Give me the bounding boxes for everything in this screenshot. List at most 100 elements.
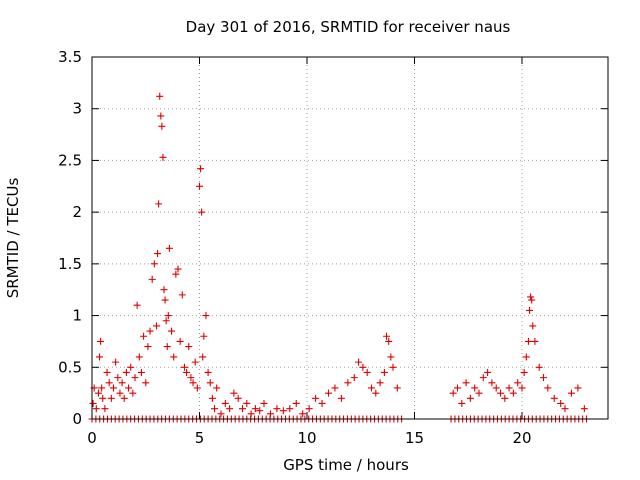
data-point: [142, 379, 150, 387]
data-point: [99, 394, 107, 402]
data-point: [292, 399, 300, 407]
data-point: [312, 394, 320, 402]
y-tick-label: 2: [72, 203, 82, 221]
data-point: [535, 363, 543, 371]
data-point: [165, 244, 173, 252]
data-point: [168, 327, 176, 335]
data-point: [129, 389, 137, 397]
data-point: [544, 384, 552, 392]
data-point: [160, 286, 168, 294]
data-point: [146, 327, 154, 335]
data-point: [122, 368, 130, 376]
data-point: [148, 275, 156, 283]
data-point: [150, 260, 158, 268]
data-point: [355, 358, 363, 366]
data-point: [234, 394, 242, 402]
data-point: [170, 353, 178, 361]
y-tick-label: 3.5: [58, 48, 82, 66]
data-point: [458, 399, 466, 407]
data-point: [153, 322, 160, 330]
data-point: [155, 200, 163, 208]
data-point: [279, 407, 287, 415]
data-point: [206, 379, 214, 387]
data-point: [211, 405, 219, 413]
data-point: [154, 250, 162, 258]
data-point: [200, 332, 208, 340]
data-point: [243, 399, 251, 407]
data-point: [337, 394, 345, 402]
data-point: [368, 384, 375, 392]
data-point: [479, 374, 487, 382]
data-point: [125, 384, 133, 392]
data-point: [133, 301, 141, 309]
data-point: [107, 394, 115, 402]
data-point: [376, 379, 384, 387]
x-tick-label: 20: [512, 429, 531, 447]
data-point: [385, 337, 393, 345]
data-point: [226, 405, 234, 413]
data-point: [497, 389, 504, 397]
data-point: [110, 384, 117, 392]
data-point: [176, 337, 184, 345]
data-point: [198, 208, 206, 216]
data-point: [221, 399, 229, 407]
data-point: [286, 405, 294, 413]
data-point: [191, 358, 199, 366]
data-point: [196, 182, 203, 190]
data-point: [344, 379, 352, 387]
data-point: [140, 332, 148, 340]
data-point: [197, 165, 205, 173]
data-point: [325, 389, 332, 397]
data-point: [116, 389, 124, 397]
data-point: [97, 337, 105, 345]
data-point: [256, 407, 264, 415]
data-point: [550, 394, 558, 402]
data-point: [359, 363, 367, 371]
data-point: [514, 379, 522, 387]
data-point: [522, 353, 530, 361]
data-point: [449, 389, 457, 397]
data-point: [178, 291, 186, 299]
data-point: [180, 363, 188, 371]
data-point: [208, 394, 216, 402]
data-point: [183, 368, 191, 376]
data-point: [518, 384, 526, 392]
data-point: [492, 384, 500, 392]
data-point: [580, 405, 588, 413]
data-point: [157, 112, 165, 120]
data-point: [98, 384, 106, 392]
data-point: [239, 405, 246, 413]
y-tick-label: 2.5: [58, 151, 82, 169]
data-point: [505, 384, 513, 392]
data-point: [189, 379, 197, 387]
data-point: [159, 153, 167, 161]
data-point: [230, 389, 238, 397]
data-point: [305, 405, 313, 413]
data-point: [540, 374, 547, 382]
data-point: [561, 405, 569, 413]
data-point: [318, 399, 326, 407]
x-tick-labels: 0 5 10 15 20: [87, 429, 531, 447]
data-point: [158, 122, 166, 130]
y-tick-label: 1.5: [58, 255, 82, 273]
data-point: [574, 384, 582, 392]
data-point: [273, 405, 281, 413]
y-tick-label: 1: [72, 307, 82, 325]
data-point: [531, 337, 539, 345]
data-point: [118, 379, 126, 387]
x-tick-label: 15: [405, 429, 424, 447]
data-point: [475, 389, 483, 397]
x-axis-label: GPS time / hours: [283, 456, 409, 474]
y-tick-labels: 0 0.5 1 1.5 2 2.5 3 3.5: [58, 48, 82, 428]
grid-lines: [92, 57, 608, 419]
data-point: [163, 343, 171, 351]
data-point: [199, 353, 207, 361]
data-point: [213, 384, 221, 392]
data-point: [202, 312, 210, 320]
data-point: [509, 389, 517, 397]
y-tick-label: 3: [72, 100, 82, 118]
data-point: [526, 306, 534, 314]
data-point: [193, 384, 201, 392]
data-point: [524, 337, 532, 345]
data-point: [217, 410, 225, 418]
